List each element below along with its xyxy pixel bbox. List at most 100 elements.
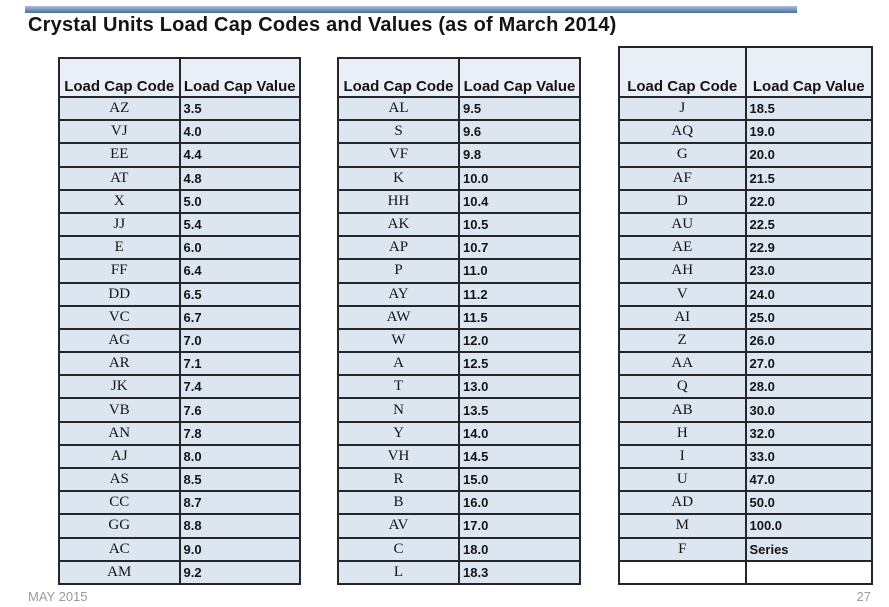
load-cap-value-cell: 5.4 [178,211,301,238]
load-cap-value-cell: 47.0 [744,466,873,493]
load-cap-code-cell: AV [337,513,460,539]
table-row: AM 9.2 [58,559,301,585]
column-header: Load Cap Value [744,46,873,98]
column-header: Load Cap Value [178,57,301,98]
load-cap-value-cell: 13.0 [458,374,581,400]
table-row: AR 7.1 [58,351,301,377]
table-row: AH 23.0 [618,258,873,284]
load-cap-code-cell: AG [58,327,181,354]
load-cap-code-cell: DD [58,281,181,307]
column-header: Load Cap Code [58,57,181,98]
load-cap-code-cell: E [58,235,181,261]
load-cap-code-cell: H [618,420,747,446]
load-cap-value-cell: 9.2 [178,559,301,585]
table-row: AF 21.5 [618,165,873,191]
load-cap-code-cell: AE [618,235,747,261]
load-cap-code-cell: AD [618,490,747,516]
load-cap-value-cell: 22.5 [744,211,873,238]
load-cap-value-cell: 9.0 [178,536,301,562]
table-row: AJ 8.0 [58,443,301,470]
load-cap-code-cell: CC [58,490,181,516]
load-cap-value-cell: 9.6 [458,119,581,145]
table-row: VJ 4.0 [58,119,301,145]
page-number: 27 [856,589,871,604]
table-row: AD 50.0 [618,490,873,516]
load-cap-value-cell: 28.0 [744,374,873,400]
load-cap-code-cell: L [337,559,460,585]
load-cap-value-cell: 33.0 [744,443,873,470]
load-cap-value-cell: 7.1 [178,351,301,377]
load-cap-value-cell: 4.4 [178,142,301,168]
table-row: G 20.0 [618,142,873,168]
load-cap-code-cell: VC [58,304,181,330]
table-row: AT 4.8 [58,165,301,191]
load-cap-code-cell: Y [337,420,460,446]
load-cap-code-cell: S [337,119,460,145]
load-cap-code-cell: F [618,536,747,562]
column-header: Load Cap Code [618,46,747,98]
load-cap-code-cell: AH [618,258,747,284]
load-cap-code-cell: AF [618,165,747,191]
load-cap-code-cell: U [618,466,747,493]
table-row: VF 9.8 [337,142,581,168]
table-row: DD 6.5 [58,281,301,307]
load-cap-value-cell: 16.0 [458,490,581,516]
load-cap-code-cell: AU [618,211,747,238]
table-row: JJ 5.4 [58,211,301,238]
table-row: EE 4.4 [58,142,301,168]
load-cap-code-cell: VF [337,142,460,168]
load-cap-code-cell: D [618,188,747,214]
load-cap-table-right: Load Cap Code Load Cap Value J 18.5 AQ 19.0 G 2… [618,46,873,585]
table-row: B 16.0 [337,490,581,516]
load-cap-value-cell: 23.0 [744,258,873,284]
load-cap-code-cell: AJ [58,443,181,470]
load-cap-code-cell [618,559,747,585]
load-cap-code-cell: AR [58,351,181,377]
load-cap-code-cell: VJ [58,119,181,145]
table-row: X 5.0 [58,188,301,214]
table-row: N 13.5 [337,397,581,423]
load-cap-value-cell: 20.0 [744,142,873,168]
load-cap-value-cell: 4.8 [178,165,301,191]
top-accent-bar [25,6,797,13]
load-cap-value-cell: 27.0 [744,351,873,377]
load-cap-value-cell: 50.0 [744,490,873,516]
load-cap-value-cell: 7.8 [178,420,301,446]
table-row: AY 11.2 [337,281,581,307]
load-cap-code-cell: AL [337,95,460,122]
table-row: E 6.0 [58,235,301,261]
load-cap-code-cell: P [337,258,460,284]
table-row: AK 10.5 [337,211,581,238]
table-row: AC 9.0 [58,536,301,562]
load-cap-value-cell: Series [744,536,873,562]
table-row: AP 10.7 [337,235,581,261]
table-row: Y 14.0 [337,420,581,446]
load-cap-value-cell [744,559,873,585]
table-row: AA 27.0 [618,351,873,377]
load-cap-code-cell: J [618,95,747,122]
load-cap-value-cell: 18.5 [744,95,873,122]
load-cap-value-cell: 10.7 [458,235,581,261]
table-row: FF 6.4 [58,258,301,284]
load-cap-code-cell: K [337,165,460,191]
load-cap-value-cell: 14.5 [458,443,581,470]
table-row: T 13.0 [337,374,581,400]
load-cap-value-cell: 7.4 [178,374,301,400]
table-row: P 11.0 [337,258,581,284]
table-row: V 24.0 [618,281,873,307]
load-cap-code-cell: VH [337,443,460,470]
table-row: C 18.0 [337,536,581,562]
table-row: Q 28.0 [618,374,873,400]
load-cap-value-cell: 32.0 [744,420,873,446]
load-cap-code-cell: M [618,513,747,539]
load-cap-code-cell: AN [58,420,181,446]
load-cap-value-cell: 15.0 [458,466,581,493]
table-row: K 10.0 [337,165,581,191]
load-cap-code-cell: Q [618,374,747,400]
load-cap-value-cell: 4.0 [178,119,301,145]
table-row: AQ 19.0 [618,119,873,145]
load-cap-code-cell: AZ [58,95,181,122]
load-cap-code-cell: C [337,536,460,562]
load-cap-code-cell: AI [618,304,747,330]
load-cap-code-cell: R [337,466,460,493]
